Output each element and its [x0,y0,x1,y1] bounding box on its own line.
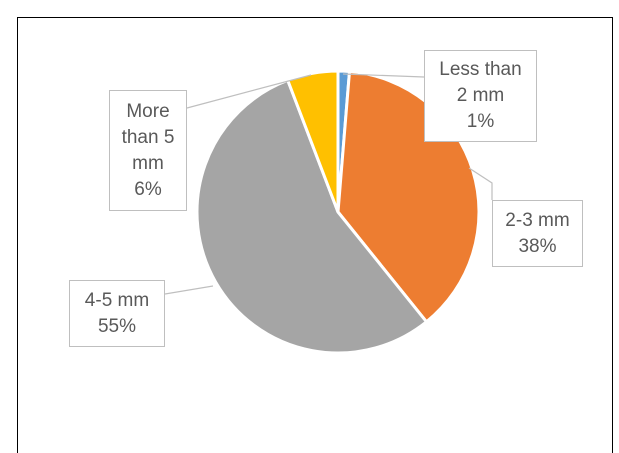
leader-line-less-than-2-mm [342,73,425,78]
data-label-category-line: More [126,100,170,122]
data-label-percent: 55% [97,315,137,337]
leader-lines [164,73,493,295]
data-label-percent: 6% [134,178,162,200]
pie-slice-4-5-mm [195,78,429,355]
data-label-category-line: 2-3 mm [505,209,570,231]
leader-line-4-5-mm [164,285,214,295]
data-label-percent: 38% [518,235,557,257]
data-label-less-than-2-mm: Less than 2 mm 1% [424,50,537,142]
data-label-category-line: mm [132,152,164,174]
data-label-category-line: than 5 [121,126,175,148]
pie-slice-more-than-5-mm [286,69,340,214]
data-label-more-than-5-mm: More than 5 mm 6% [109,90,187,211]
pie-slices [195,69,481,355]
leader-line-2-3-mm [468,167,493,200]
data-label-percent: 1% [466,111,495,132]
data-label-2-3-mm: 2-3 mm 38% [492,200,583,267]
data-label-category-line: 2 mm [456,85,505,106]
leader-line-more-than-5-mm [186,74,312,109]
data-label-category-line: Less than [439,59,522,80]
data-label-category-line: 4-5 mm [84,289,150,311]
data-label-4-5-mm: 4-5 mm 55% [69,280,165,347]
